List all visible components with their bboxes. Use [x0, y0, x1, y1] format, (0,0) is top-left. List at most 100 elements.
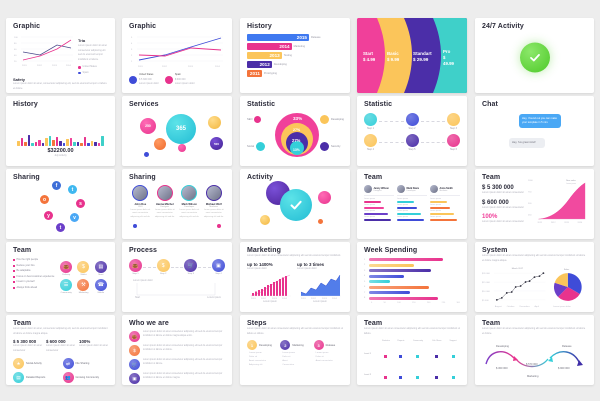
svg-text:2014: 2014	[332, 298, 338, 300]
person-bio: Lorem ipsum dolor sit amet consectetur a…	[130, 208, 151, 218]
slide-card-team-stats[interactable]: Team Lorem ipsum dolor sit amet, consect…	[6, 315, 115, 385]
step-item[interactable]: Step 4	[364, 134, 377, 151]
step-item[interactable]: Step 3	[447, 113, 460, 130]
week-bar[interactable]	[369, 291, 411, 294]
step-item[interactable]: Step 6	[447, 134, 460, 151]
slide-card-graphic-2[interactable]: Graphic 5 4 3 2 1 2011 2012 2013 2014	[122, 18, 232, 93]
funnel-bar[interactable]: 2011	[247, 70, 262, 77]
slide-card-who-we-are[interactable]: Who we are 👜 Lorem ipsum dolor sit amet c…	[122, 315, 232, 385]
apple-icon[interactable]: ♥	[58, 199, 61, 206]
slide-card-services[interactable]: Services 365 250 500	[122, 96, 232, 166]
slide-card-week-spending[interactable]: Week Spending 1 2 3 4 5 6 7 8 0 50 100 150 200 250 30…	[357, 242, 467, 312]
funnel-bar[interactable]: 2015	[247, 34, 309, 41]
slide-card-pricing[interactable]: Start $ 4.99 Basic $ 9.99 Standart $ 29.…	[357, 18, 467, 93]
funnel-bar[interactable]: 2012	[247, 61, 272, 68]
slide-card-graphic-1[interactable]: Graphic 100 80 60 40 20 2011 2012 2013 2014	[6, 18, 115, 93]
step-item[interactable]: Step 1	[364, 113, 377, 130]
skill-label: Lorem ipsum	[364, 198, 375, 200]
svg-text:2011: 2011	[22, 65, 27, 67]
steps-column[interactable]: 3 Release Lorem ipsum Dolor sit Amet consect…	[313, 340, 343, 366]
bubble-yellow[interactable]	[208, 116, 221, 129]
slide-card-chat[interactable]: Chat Hey, I found out you can make your …	[475, 96, 594, 166]
member-column[interactable]: Jenny Wilson Designer Lorem ipsum Lorem ips…	[364, 185, 394, 221]
bubble-pink-small[interactable]	[178, 144, 186, 152]
slide-card-process[interactable]: Process 👜 Step 1 $ Step 2 🛒 Step 3 ▣ Step 4 Lor…	[122, 242, 232, 312]
bubble-orange[interactable]	[154, 138, 166, 150]
member-role: Marketer	[439, 189, 448, 192]
steps-column[interactable]: 1 Developing Lorem ipsum Dolor sit Amet cons…	[247, 340, 276, 366]
bubble-500[interactable]: 500	[210, 137, 223, 150]
steps-column[interactable]: 2 Marketing Lorem ipsum Dolor sit Amet Consec…	[280, 340, 309, 366]
feature-item[interactable]: ☎ Mobile	[94, 278, 108, 294]
pager-dot-1[interactable]	[133, 224, 137, 229]
feature-item[interactable]: ★ Social Activity	[13, 358, 59, 370]
week-bar[interactable]	[369, 263, 414, 267]
person-card[interactable]: Michael Wolf Marketer Lorem ipsum dolor si…	[203, 185, 226, 219]
twitter-icon[interactable]: t	[68, 185, 77, 194]
slide-card-history-funnel[interactable]: History 2015 Release 2014 Marketing 2013 Test…	[240, 18, 350, 93]
slide-card-statistic-steps[interactable]: Statistic Step 1 Step 2 Step 3 Step 4 Step 5…	[357, 96, 467, 166]
vk-icon[interactable]: v	[70, 213, 79, 222]
svg-text:2013: 2013	[272, 298, 278, 300]
who-item[interactable]: ▣ Lorem ipsum dolor sit amet consectetur …	[129, 373, 225, 384]
slide-card-team-table[interactable]: Team Lorem ipsum dolor sit amet consecte…	[357, 315, 467, 385]
slide-card-team-wave[interactable]: Team Lorem ipsum dolor sit amet consecte…	[475, 315, 594, 385]
week-bar[interactable]	[369, 274, 404, 278]
slide-card-team-list[interactable]: Team Hire the right people Reduce your hi…	[6, 242, 115, 312]
feature-item[interactable]: ⇄ File Sharing	[62, 358, 109, 370]
slide-card-statistic-circles[interactable]: Statistic 33% 27% 27% 13% SEO Social	[240, 96, 350, 166]
process-step[interactable]: ▣ Step 4	[212, 259, 226, 275]
table-row[interactable]: Level 1	[364, 343, 460, 364]
person-card[interactable]: Mark Wilson Developer Lorem ipsum dolor si…	[178, 185, 201, 219]
step-item[interactable]: Step 5	[405, 134, 419, 151]
person-card[interactable]: John Doe CEO Lorem ipsum dolor sit amet co…	[129, 185, 152, 219]
slide-card-marketing[interactable]: Marketing Lorem ipsum dolor sit amet con…	[240, 242, 350, 312]
slide-card-sharing-icons[interactable]: Sharing f t o s ♥ y v t	[6, 169, 115, 239]
member-role: Developer	[406, 189, 416, 192]
youtube-icon[interactable]: y	[44, 211, 53, 220]
feature-item[interactable]: ⚒ Marketing	[76, 278, 90, 294]
feature-item[interactable]: 👥 Growing Community	[62, 372, 109, 384]
feature-item[interactable]: 👜 Delivery	[59, 260, 73, 276]
funnel-bar[interactable]: 2013	[247, 52, 282, 59]
facebook-icon[interactable]: f	[52, 181, 61, 190]
table-row[interactable]: Level 2	[364, 364, 460, 385]
bubble-250[interactable]: 250	[140, 118, 156, 134]
slide-card-activity-bubbles[interactable]: Activity	[240, 169, 350, 239]
bubble-blue-dot[interactable]	[144, 152, 149, 157]
week-bar[interactable]	[369, 296, 439, 300]
skill-bar	[430, 200, 447, 203]
slide-card-steps[interactable]: Steps Lorem ipsum dolor sit amet consect…	[240, 315, 350, 385]
person-card[interactable]: Hanna Mitchel Designer Lorem ipsum dolor s…	[154, 185, 177, 219]
member-column[interactable]: Anna Smith Marketer Lorem ipsum Lorem ipsum…	[430, 185, 460, 221]
instagram-icon[interactable]: o	[40, 195, 49, 204]
slide-card-system[interactable]: System Lorem ipsum dolor sit amet consec…	[475, 242, 594, 312]
slide-card-history-bars[interactable]: History $32200.00 July Activity	[6, 96, 115, 166]
skype-icon[interactable]: s	[76, 199, 85, 208]
feature-item[interactable]: ▤ Detailed Reports	[13, 372, 59, 384]
week-bar[interactable]	[369, 285, 430, 289]
slide-card-team-3col[interactable]: Team Jenny Wilson Designer Lorem ipsum Lore…	[357, 169, 467, 239]
bubble-365[interactable]: 365	[166, 114, 196, 144]
feature-item[interactable]: ▤ Store	[94, 260, 108, 276]
slide-card-team-growth[interactable]: Team $ 5 300 000 Lorem ipsum dolor sit a…	[475, 169, 594, 239]
svg-text:500: 500	[528, 203, 532, 205]
process-step[interactable]: 🛒 Step 3	[184, 259, 198, 275]
step-item[interactable]: Step 2	[405, 113, 419, 130]
process-step[interactable]: 👜 Step 1	[129, 259, 142, 275]
slide-card-activity-24-7[interactable]: 24/7 Activity	[475, 18, 594, 93]
week-bar[interactable]	[369, 280, 390, 283]
funnel-bar[interactable]: 2014	[247, 43, 292, 50]
tumblr-icon[interactable]: t	[56, 223, 65, 232]
process-step[interactable]: $ Step 2	[156, 259, 170, 275]
week-bar[interactable]	[369, 258, 444, 261]
member-column[interactable]: Mark Davis Developer Lorem ipsum Lorem ipsu…	[397, 185, 427, 221]
who-item[interactable]: $ Lorem ipsum dolor sit amet consectetur …	[129, 345, 225, 356]
pager-dot-2[interactable]	[217, 224, 221, 229]
feature-item[interactable]: ☰ Community	[59, 278, 73, 294]
slide-card-sharing-team[interactable]: Sharing John Doe CEO Lorem ipsum dolor sit…	[122, 169, 232, 239]
week-bar[interactable]	[369, 269, 432, 272]
feature-item[interactable]: $ Wallet	[76, 260, 90, 276]
who-item[interactable]: 👜 Lorem ipsum dolor sit amet consectetur …	[129, 331, 225, 342]
who-item[interactable]: 🛒 Lorem ipsum dolor sit amet consectetur …	[129, 359, 225, 370]
